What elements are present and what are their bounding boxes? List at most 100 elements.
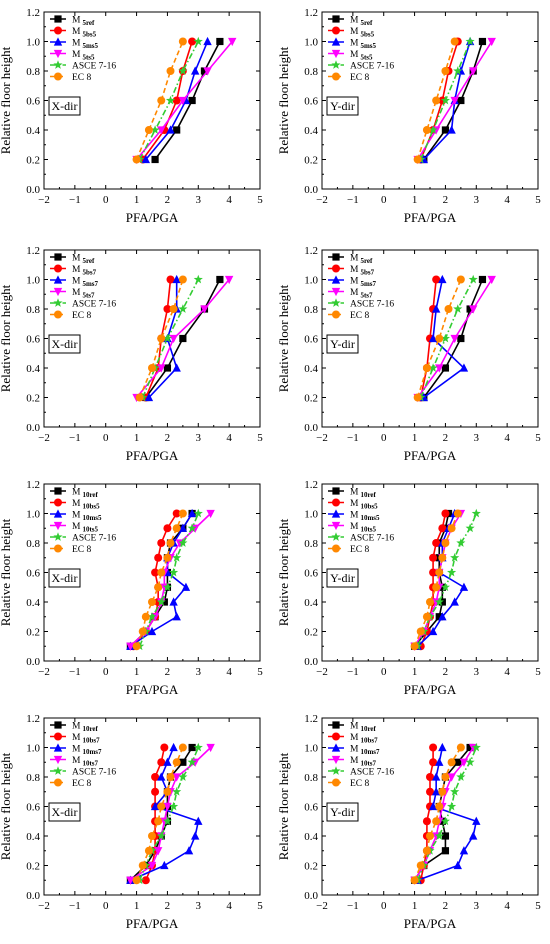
data-point bbox=[178, 772, 188, 781]
data-point bbox=[157, 802, 166, 811]
data-point bbox=[444, 305, 453, 313]
data-point bbox=[160, 743, 169, 752]
direction-label: Y-dir bbox=[330, 337, 355, 351]
x-tick-label: 2 bbox=[443, 900, 449, 912]
series-line-4 bbox=[413, 747, 474, 881]
series-line-2 bbox=[145, 747, 166, 881]
data-point bbox=[172, 96, 181, 105]
data-point bbox=[459, 363, 469, 372]
data-point bbox=[438, 524, 447, 533]
legend-marker bbox=[54, 15, 62, 23]
data-point bbox=[432, 96, 441, 105]
legend-marker bbox=[331, 60, 341, 69]
legend-marker bbox=[331, 743, 341, 752]
legend-label: M 5ms5 bbox=[350, 39, 377, 51]
x-tick-label: 5 bbox=[257, 900, 263, 912]
data-point bbox=[457, 334, 465, 343]
data-point bbox=[169, 305, 178, 313]
y-tick-label: 0.2 bbox=[26, 393, 40, 405]
data-point bbox=[206, 509, 215, 519]
data-point bbox=[428, 333, 438, 343]
legend-label: EC 8 bbox=[72, 545, 92, 555]
data-point bbox=[224, 275, 234, 285]
y-tick-label: 0.4 bbox=[26, 125, 40, 137]
series-line-4 bbox=[129, 512, 212, 647]
data-point bbox=[150, 125, 160, 134]
data-point bbox=[441, 126, 450, 134]
data-point bbox=[172, 363, 181, 372]
data-point bbox=[456, 275, 465, 284]
data-point bbox=[179, 334, 187, 343]
data-point bbox=[160, 598, 168, 606]
data-point bbox=[154, 553, 163, 562]
direction-box bbox=[326, 568, 359, 588]
data-point bbox=[435, 568, 444, 577]
data-point bbox=[156, 597, 166, 606]
data-point bbox=[157, 539, 166, 547]
data-point bbox=[422, 364, 431, 372]
x-tick-label: 1 bbox=[134, 900, 140, 912]
data-point bbox=[157, 772, 166, 781]
data-point bbox=[434, 597, 444, 606]
data-point bbox=[422, 126, 431, 134]
data-point bbox=[450, 786, 460, 796]
legend-marker bbox=[332, 544, 340, 553]
y-tick-label: 0.8 bbox=[304, 772, 318, 784]
data-point bbox=[169, 742, 178, 752]
data-point bbox=[148, 598, 156, 606]
legend-label: M 5ms5 bbox=[72, 39, 99, 51]
data-point bbox=[163, 364, 172, 372]
x-axis-label: PFA/PGA bbox=[126, 682, 179, 697]
data-point bbox=[178, 66, 188, 75]
legend-label-subscript: 10ref bbox=[82, 725, 98, 733]
x-tick-label: 1 bbox=[412, 666, 418, 678]
x-tick-label: 1 bbox=[412, 432, 418, 444]
series-line-5 bbox=[416, 747, 478, 881]
y-tick-label: 0.2 bbox=[304, 393, 318, 405]
data-point bbox=[163, 524, 172, 533]
x-tick-label: 0 bbox=[103, 666, 109, 678]
data-point bbox=[441, 364, 450, 372]
data-point bbox=[132, 155, 141, 164]
series-line-5 bbox=[416, 513, 478, 647]
data-point bbox=[203, 67, 212, 76]
x-tick-label: 3 bbox=[474, 432, 480, 444]
y-tick-label: 1.2 bbox=[26, 713, 40, 725]
data-point bbox=[440, 582, 450, 592]
y-tick-label: 0.4 bbox=[304, 125, 318, 137]
x-tick-label: −1 bbox=[69, 666, 81, 678]
data-point bbox=[432, 275, 441, 284]
data-point bbox=[413, 155, 422, 164]
data-point bbox=[178, 304, 188, 313]
series-line-1 bbox=[129, 747, 193, 881]
data-point bbox=[193, 274, 203, 284]
data-point bbox=[456, 743, 465, 752]
data-point bbox=[432, 817, 441, 826]
data-point bbox=[150, 801, 160, 811]
legend-marker bbox=[331, 766, 341, 775]
series-line-6 bbox=[413, 513, 459, 647]
legend-label-subscript: 10bs7 bbox=[360, 737, 378, 745]
y-tick-label: 0.0 bbox=[26, 890, 40, 902]
legend-label: EC 8 bbox=[350, 73, 370, 83]
legend-marker bbox=[53, 743, 63, 752]
x-tick-label: 3 bbox=[474, 900, 480, 912]
y-tick-label: 0.6 bbox=[304, 96, 318, 108]
data-point bbox=[441, 773, 450, 781]
legend-label: M 5bs7 bbox=[72, 265, 97, 277]
y-tick-label: 0.6 bbox=[26, 334, 40, 346]
legend-marker bbox=[53, 755, 63, 765]
data-point bbox=[422, 612, 431, 621]
data-point bbox=[173, 126, 181, 134]
x-tick-label: 1 bbox=[134, 432, 140, 444]
x-tick-label: 0 bbox=[103, 432, 109, 444]
data-point bbox=[156, 831, 166, 840]
x-tick-label: 2 bbox=[165, 666, 171, 678]
data-point bbox=[447, 773, 456, 782]
x-tick-label: −1 bbox=[347, 666, 359, 678]
series-line-3 bbox=[130, 747, 200, 881]
x-tick-label: −1 bbox=[347, 900, 359, 912]
legend-label: M 10ms7 bbox=[350, 745, 380, 757]
